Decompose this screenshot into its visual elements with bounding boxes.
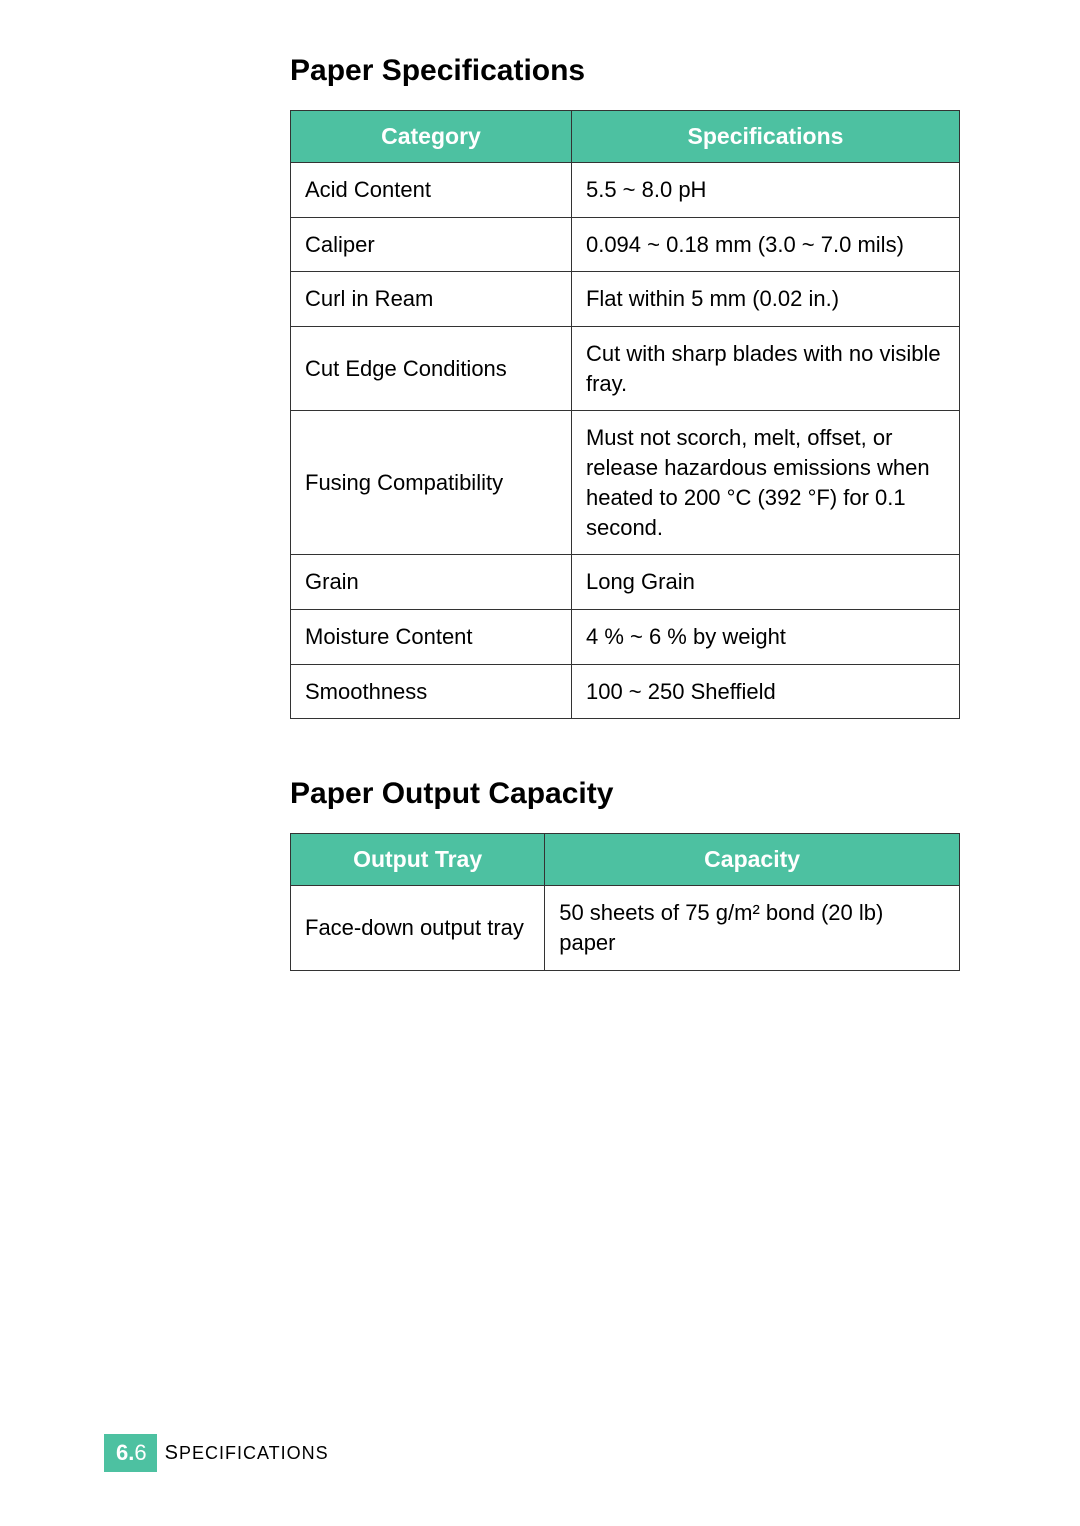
- cell-spec: Flat within 5 mm (0.02 in.): [571, 272, 959, 327]
- page-footer: 6.6 SPECIFICATIONS: [104, 1434, 329, 1472]
- table-row: Smoothness 100 ~ 250 Sheffield: [291, 664, 960, 719]
- cell-category: Fusing Compatibility: [291, 411, 572, 555]
- page-number: 6: [134, 1440, 146, 1465]
- cell-category: Curl in Ream: [291, 272, 572, 327]
- cell-spec: 100 ~ 250 Sheffield: [571, 664, 959, 719]
- col-header-category: Category: [291, 111, 572, 163]
- page-content: Paper Specifications Category Specificat…: [0, 0, 1080, 971]
- table-row: Grain Long Grain: [291, 555, 960, 610]
- cell-category: Acid Content: [291, 163, 572, 218]
- table-row: Curl in Ream Flat within 5 mm (0.02 in.): [291, 272, 960, 327]
- table-header-row: Output Tray Capacity: [291, 834, 960, 886]
- cell-category: Cut Edge Conditions: [291, 327, 572, 411]
- chapter-number: 6.: [116, 1440, 134, 1465]
- col-header-capacity: Capacity: [545, 834, 960, 886]
- cell-category: Moisture Content: [291, 609, 572, 664]
- output-capacity-table: Output Tray Capacity Face-down output tr…: [290, 833, 960, 970]
- cell-spec: Cut with sharp blades with no visible fr…: [571, 327, 959, 411]
- cell-spec: 5.5 ~ 8.0 pH: [571, 163, 959, 218]
- table-row: Fusing Compatibility Must not scorch, me…: [291, 411, 960, 555]
- footer-section-label: SPECIFICATIONS: [165, 1442, 329, 1465]
- page-number-badge: 6.6: [104, 1434, 157, 1472]
- table-row: Caliper 0.094 ~ 0.18 mm (3.0 ~ 7.0 mils): [291, 217, 960, 272]
- col-header-output-tray: Output Tray: [291, 834, 545, 886]
- output-capacity-heading: Paper Output Capacity: [290, 777, 960, 811]
- table-row: Cut Edge Conditions Cut with sharp blade…: [291, 327, 960, 411]
- table-header-row: Category Specifications: [291, 111, 960, 163]
- cell-output-tray: Face-down output tray: [291, 886, 545, 970]
- col-header-specifications: Specifications: [571, 111, 959, 163]
- table-row: Acid Content 5.5 ~ 8.0 pH: [291, 163, 960, 218]
- cell-spec: 0.094 ~ 0.18 mm (3.0 ~ 7.0 mils): [571, 217, 959, 272]
- cell-capacity: 50 sheets of 75 g/m² bond (20 lb) paper: [545, 886, 960, 970]
- cell-category: Caliper: [291, 217, 572, 272]
- cell-spec: Long Grain: [571, 555, 959, 610]
- table-row: Moisture Content 4 % ~ 6 % by weight: [291, 609, 960, 664]
- cell-spec: Must not scorch, melt, offset, or releas…: [571, 411, 959, 555]
- paper-spec-table: Category Specifications Acid Content 5.5…: [290, 110, 960, 719]
- cell-spec: 4 % ~ 6 % by weight: [571, 609, 959, 664]
- cell-category: Grain: [291, 555, 572, 610]
- cell-category: Smoothness: [291, 664, 572, 719]
- table-row: Face-down output tray 50 sheets of 75 g/…: [291, 886, 960, 970]
- paper-spec-heading: Paper Specifications: [290, 54, 960, 88]
